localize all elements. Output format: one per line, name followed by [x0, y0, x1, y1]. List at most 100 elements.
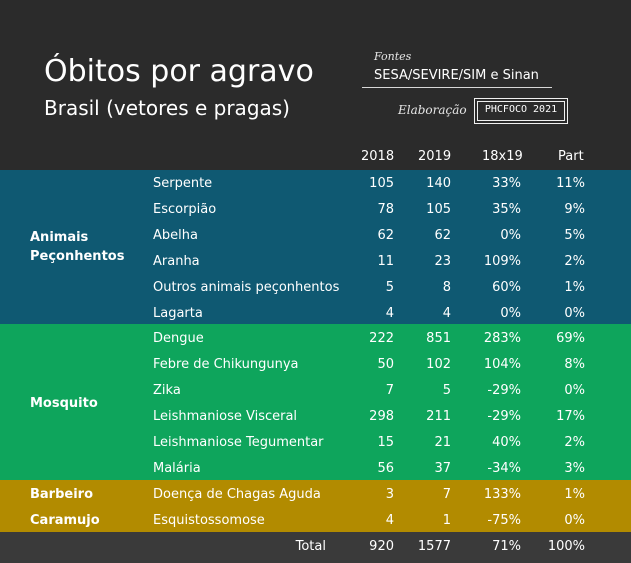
page-subtitle: Brasil (vetores e pragas) [44, 96, 290, 120]
table-row: Lagarta 4 4 0% 0% [0, 301, 631, 327]
table-row: Zika 7 5 -29% 0% [0, 378, 631, 404]
row-2018: 7 [385, 383, 394, 399]
row-18x19: -34% [487, 460, 521, 476]
row-name: Leishmaniose Visceral [153, 409, 298, 425]
row-2018: 11 [377, 253, 394, 269]
row-name: Malária [153, 460, 201, 476]
total-band [0, 532, 631, 563]
row-2019: 37 [434, 460, 451, 476]
group-label-caramujo: Caramujo [30, 513, 100, 528]
row-2018: 5 [385, 279, 394, 295]
total-label: Total [295, 539, 326, 554]
row-18x19: 0% [500, 305, 521, 321]
row-part: 9% [564, 201, 585, 217]
row-name: Febre de Chikungunya [153, 357, 299, 373]
row-name: Dengue [153, 331, 204, 347]
row-name: Lagarta [153, 305, 203, 321]
row-2019: 211 [426, 409, 451, 425]
row-18x19: -29% [487, 383, 521, 399]
row-part: 0% [564, 305, 585, 321]
row-2019: 4 [442, 305, 451, 321]
group-label-mosquito: Mosquito [30, 394, 98, 413]
column-header-18x19: 18x19 [482, 149, 523, 164]
row-2018: 50 [377, 357, 394, 373]
row-2019: 1 [442, 512, 451, 528]
row-2018: 56 [377, 460, 394, 476]
row-2019: 7 [442, 486, 451, 502]
page-title: Óbitos por agravo [44, 54, 314, 89]
table-row: Dengue 222 851 283% 69% [0, 326, 631, 352]
table-row: Leishmaniose Tegumentar 15 21 40% 2% [0, 430, 631, 456]
column-header-2018: 2018 [361, 149, 395, 164]
row-18x19: -75% [487, 512, 521, 528]
row-2019: 105 [426, 201, 451, 217]
total-2018: 920 [369, 539, 394, 554]
row-18x19: 40% [492, 435, 521, 450]
row-18x19: 104% [483, 357, 521, 373]
table-row: Serpente 105 140 33% 11% [0, 171, 631, 197]
row-part: 8% [564, 357, 585, 373]
total-part: 100% [547, 539, 585, 554]
row-2018: 15 [377, 435, 394, 450]
row-2019: 5 [442, 383, 451, 399]
table-row: Febre de Chikungunya 50 102 104% 8% [0, 352, 631, 378]
row-18x19: 35% [492, 201, 521, 217]
row-name: Serpente [153, 176, 213, 191]
row-2018: 62 [377, 227, 394, 243]
total-row: Total 920 1577 71% 100% [0, 534, 631, 560]
row-2018: 3 [385, 486, 394, 502]
row-part: 1% [564, 279, 585, 295]
group-band-animais: Animais Peçonhentos [0, 170, 631, 324]
row-part: 17% [556, 409, 585, 425]
row-part: 0% [564, 383, 585, 399]
row-18x19: 109% [483, 253, 521, 269]
column-header-part: Part [558, 149, 584, 164]
row-part: 3% [564, 460, 585, 476]
row-name: Abelha [153, 227, 198, 243]
row-2019: 8 [442, 279, 451, 295]
row-name: Escorpião [153, 201, 217, 217]
table-row: Escorpião 78 105 35% 9% [0, 197, 631, 223]
fontes-label: Fontes [374, 50, 412, 63]
row-part: 1% [564, 486, 585, 502]
row-2019: 851 [426, 331, 451, 347]
row-name: Outros animais peçonhentos [153, 279, 340, 295]
row-part: 69% [556, 331, 585, 347]
group-label-barbeiro: Barbeiro [30, 487, 94, 502]
elaboracao-label: Elaboração [398, 103, 467, 117]
column-header-2019: 2019 [418, 149, 452, 164]
row-part: 2% [564, 253, 585, 269]
fontes-divider [362, 87, 552, 88]
row-name: Aranha [153, 253, 200, 269]
row-2018: 4 [385, 512, 394, 528]
row-2018: 4 [385, 305, 394, 321]
table-row: Malária 56 37 -34% 3% [0, 456, 631, 482]
row-2019: 62 [434, 227, 451, 243]
row-2018: 222 [369, 331, 394, 347]
group-label-line: Animais [30, 230, 89, 245]
row-18x19: -29% [487, 409, 521, 425]
group-label-line: Peçonhentos [30, 249, 125, 264]
total-18x19: 71% [492, 539, 521, 554]
row-2019: 140 [426, 176, 451, 191]
row-part: 2% [564, 435, 585, 450]
table-row: Esquistossomose 4 1 -75% 0% [0, 508, 631, 534]
table-row: Leishmaniose Visceral 298 211 -29% 17% [0, 404, 631, 430]
row-18x19: 133% [483, 486, 521, 502]
row-part: 11% [556, 176, 585, 191]
table-row: Aranha 11 23 109% 2% [0, 249, 631, 275]
group-band-barbeiro-caramujo: Barbeiro Caramujo [0, 480, 631, 532]
row-18x19: 33% [492, 176, 521, 191]
row-name: Esquistossomose [153, 512, 265, 528]
row-2018: 105 [369, 176, 394, 191]
elaboracao-value: PHCFOCO 2021 [484, 104, 558, 115]
row-name: Zika [153, 383, 181, 399]
row-18x19: 60% [492, 279, 521, 295]
group-band-mosquito: Mosquito [0, 324, 631, 480]
row-2018: 298 [369, 409, 394, 425]
row-2019: 21 [434, 435, 451, 450]
row-part: 0% [564, 512, 585, 528]
group-label-line: Mosquito [30, 396, 98, 411]
table-row: Abelha 62 62 0% 5% [0, 223, 631, 249]
row-2019: 102 [426, 357, 451, 373]
